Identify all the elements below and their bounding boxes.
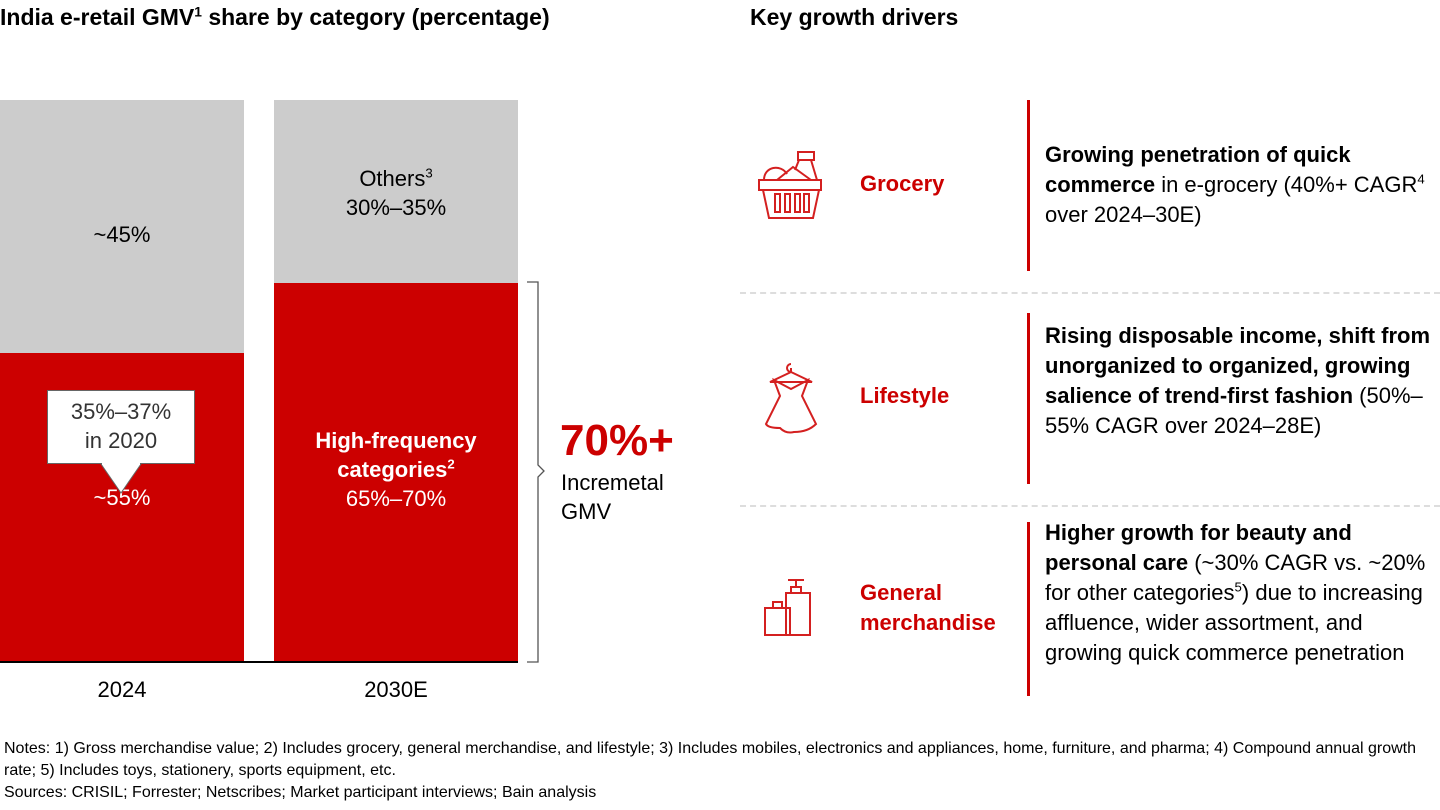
driver-text: over 2024–30E): [1045, 202, 1202, 227]
incremental-label: Incremetal GMV: [561, 468, 664, 526]
callout-2020: 35%–37% in 2020: [47, 390, 195, 464]
segment-value: 65%–70%: [345, 485, 447, 511]
title-sup: 1: [194, 4, 202, 20]
segment-title: High-frequency categories2: [315, 427, 477, 482]
driver-lifestyle: Rising disposable income, shift from uno…: [1045, 321, 1440, 441]
category-grocery: Grocery: [860, 171, 945, 196]
segment-value: 30%–35%: [345, 195, 447, 220]
accent-line: [1027, 522, 1030, 696]
data-label: High-frequency categories2 65%–70%: [274, 426, 518, 513]
data-label: Others3 30%–35%: [274, 164, 518, 222]
baseline: [0, 661, 518, 663]
footnote-ref: 5: [1234, 579, 1242, 595]
callout-pointer: [100, 463, 142, 494]
driver-general-merchandise: Higher growth for beauty and personal ca…: [1045, 518, 1440, 668]
driver-bold: Growing penetration of quick commerce: [1045, 142, 1351, 197]
footnotes: Notes: 1) Gross merchandise value; 2) In…: [4, 738, 1440, 804]
footnote-ref: 4: [1417, 171, 1425, 187]
driver-text: (50%–55% CAGR over 2024–28E): [1045, 383, 1423, 438]
sources-text: Sources: CRISIL; Forrester; Netscribes; …: [4, 784, 597, 801]
bar-2030E-others: [274, 100, 518, 283]
data-label: ~45%: [93, 222, 151, 247]
driver-bold: Higher growth for beauty and personal ca…: [1045, 520, 1352, 575]
title-text: India e-retail GMV: [0, 4, 195, 30]
accent-line: [1027, 313, 1030, 484]
callout-line2: in 2020: [84, 428, 158, 453]
notes-text: Notes: 1) Gross merchandise value; 2) In…: [4, 740, 1416, 779]
bar-2030E-high-frequency: [274, 282, 518, 662]
grocery-basket-icon: [758, 151, 822, 219]
accent-line: [1027, 100, 1030, 271]
dress-hanger-icon: [764, 363, 818, 434]
divider: [740, 292, 1440, 294]
driver-grocery: Growing penetration of quick commerce in…: [1045, 140, 1440, 230]
driver-text: ) due to increasing affluence, wider ass…: [1045, 580, 1423, 665]
cosmetics-bottles-icon: [764, 579, 811, 636]
divider: [740, 505, 1440, 507]
x-tick-label: 2030E: [364, 677, 428, 702]
bar-2024-others: [0, 100, 244, 353]
driver-text: (~30% CAGR vs. ~20% for other categories: [1045, 550, 1426, 605]
bracket-icon: [527, 281, 545, 663]
driver-bold: Rising disposable income, shift from uno…: [1045, 323, 1431, 408]
title-rest: share by category (percentage): [201, 4, 550, 30]
drivers-title: Key growth drivers: [750, 4, 959, 30]
x-tick-label: 2024: [97, 677, 147, 702]
chart-title: India e-retail GMV1 share by category (p…: [0, 4, 550, 31]
incremental-line2: GMV: [561, 499, 612, 524]
segment-title: Others3: [359, 165, 433, 191]
incremental-value: 70%+: [560, 416, 674, 465]
incremental-line1: Incremetal: [561, 470, 664, 495]
category-lifestyle: Lifestyle: [860, 383, 950, 408]
driver-text: in e-grocery (40%+ CAGR: [1155, 172, 1418, 197]
callout-line1: 35%–37%: [70, 399, 172, 424]
category-general-merchandise: General merchandise: [860, 580, 996, 635]
